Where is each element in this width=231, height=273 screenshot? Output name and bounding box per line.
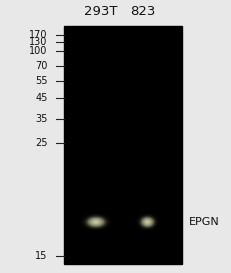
Text: 293T: 293T [84, 5, 117, 18]
Text: 25: 25 [35, 138, 47, 147]
Bar [64, 26, 181, 264]
Text: 170: 170 [29, 31, 47, 40]
Text: EPGN: EPGN [188, 218, 219, 227]
Text: 45: 45 [35, 93, 47, 103]
Text: 15: 15 [35, 251, 47, 261]
Text: 35: 35 [35, 114, 47, 124]
Text: 823: 823 [129, 5, 155, 18]
Text: 55: 55 [35, 76, 47, 86]
Text: 70: 70 [35, 61, 47, 71]
Text: 100: 100 [29, 46, 47, 56]
Text: 130: 130 [29, 37, 47, 47]
